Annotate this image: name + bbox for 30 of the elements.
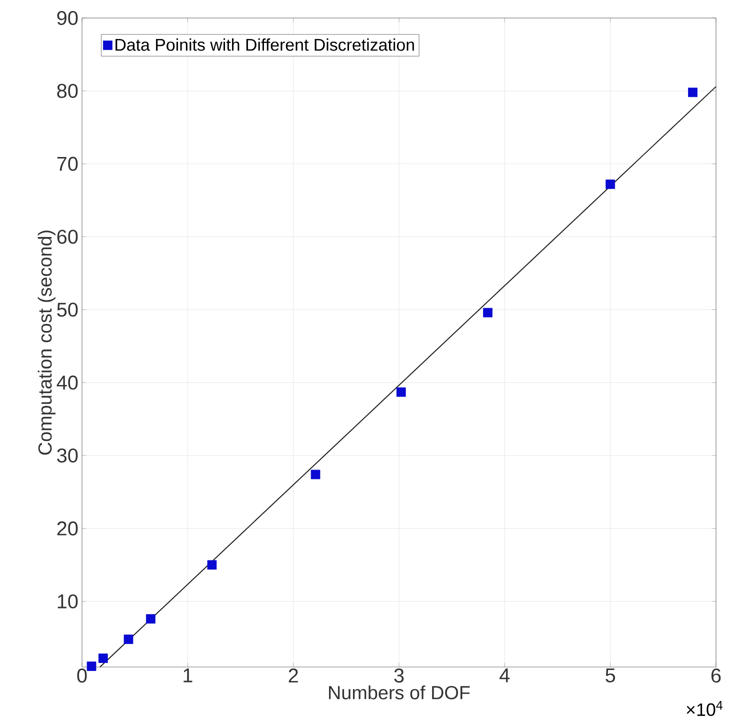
point bbox=[146, 614, 156, 624]
legend-label: Data Poinits with Different Discretization bbox=[116, 38, 414, 51]
x-tick-label: 0 bbox=[77, 668, 87, 683]
point bbox=[124, 634, 134, 644]
y-tick-label: 60 bbox=[57, 230, 78, 244]
point bbox=[98, 654, 108, 663]
point bbox=[207, 560, 217, 570]
y-axis-title: Computation cost (second) bbox=[38, 230, 56, 455]
x-tick-label: 5 bbox=[606, 668, 616, 682]
x-tick-label: 3 bbox=[394, 668, 404, 683]
y-tick-label: 50 bbox=[57, 302, 78, 317]
text: ×10$^{4}$ bbox=[686, 700, 723, 716]
x-tick-label: 2 bbox=[288, 668, 298, 682]
x-tick-label: 4 bbox=[500, 668, 510, 682]
y-tick-label: 20 bbox=[57, 521, 78, 536]
x-axis-title: Numbers of DOF bbox=[329, 685, 470, 700]
point bbox=[606, 180, 616, 189]
point bbox=[688, 88, 698, 98]
y-tick-label: 40 bbox=[56, 376, 78, 390]
y-tick-label: 80 bbox=[57, 84, 78, 98]
point bbox=[310, 470, 320, 480]
y-tick-label: 90 bbox=[57, 10, 78, 26]
y-tick-label: 30 bbox=[57, 448, 78, 463]
point bbox=[396, 387, 406, 397]
x-tick-label: 1 bbox=[184, 668, 192, 682]
x-tick-label: 6 bbox=[711, 668, 721, 683]
y-tick-label: 10 bbox=[58, 594, 78, 608]
point bbox=[483, 308, 492, 318]
point bbox=[86, 662, 96, 671]
y-tick-label: 70 bbox=[57, 156, 78, 171]
